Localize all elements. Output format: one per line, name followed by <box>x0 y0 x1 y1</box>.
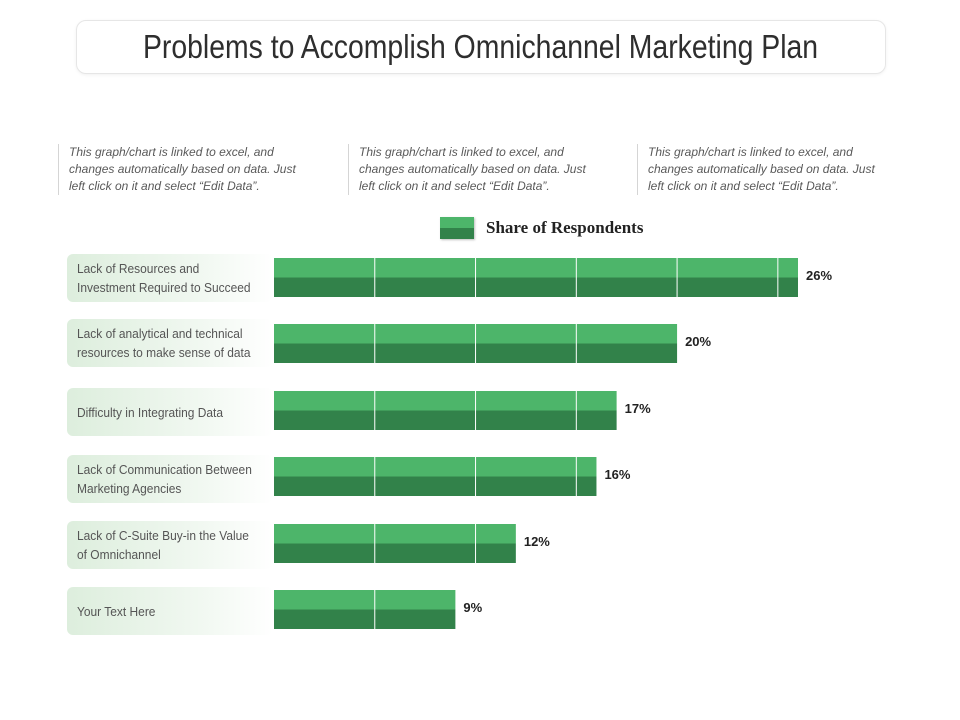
value-label-4: 16% <box>604 467 630 482</box>
bar-top-4 <box>274 457 597 477</box>
value-label-2: 20% <box>685 334 711 349</box>
page-title: Problems to Accomplish Omnichannel Marke… <box>143 28 819 65</box>
chart-note-3: This graph/chart is linked to excel, and… <box>637 144 894 195</box>
category-label-5: Lack of C-Suite Buy-in the Value of Omni… <box>67 521 273 569</box>
value-label-3: 17% <box>625 401 651 416</box>
value-label-1: 26% <box>806 268 832 283</box>
bar-1 <box>274 258 798 297</box>
category-label-1: Lack of Resources and Investment Require… <box>67 254 273 302</box>
legend-label: Share of Respondents <box>486 218 644 237</box>
value-label-6: 9% <box>463 600 482 615</box>
category-label-2: Lack of analytical and technical resourc… <box>67 319 273 367</box>
bar-6 <box>274 590 456 629</box>
bar-bottom-6 <box>274 609 456 629</box>
bar-top-6 <box>274 590 456 610</box>
title-box: Problems to Accomplish Omnichannel Marke… <box>76 20 886 74</box>
legend-swatch <box>440 217 474 239</box>
bar-4 <box>274 457 597 496</box>
bar-bottom-5 <box>274 543 516 563</box>
bar-5 <box>274 524 516 563</box>
bar-bottom-3 <box>274 410 617 430</box>
bar-top-5 <box>274 524 516 544</box>
chart-legend: Share of Respondents <box>440 214 643 242</box>
bar-3 <box>274 391 617 430</box>
bar-bottom-1 <box>274 277 798 297</box>
value-label-5: 12% <box>524 534 550 549</box>
bar-2 <box>274 324 678 363</box>
bar-top-3 <box>274 391 617 411</box>
chart-note-1: This graph/chart is linked to excel, and… <box>58 144 315 195</box>
chart-note-2: This graph/chart is linked to excel, and… <box>348 144 605 195</box>
bar-bottom-4 <box>274 476 597 496</box>
bar-top-1 <box>274 258 798 278</box>
category-label-4: Lack of Communication Between Marketing … <box>67 455 273 503</box>
category-label-6: Your Text Here <box>67 587 273 635</box>
category-label-3: Difficulty in Integrating Data <box>67 388 273 436</box>
